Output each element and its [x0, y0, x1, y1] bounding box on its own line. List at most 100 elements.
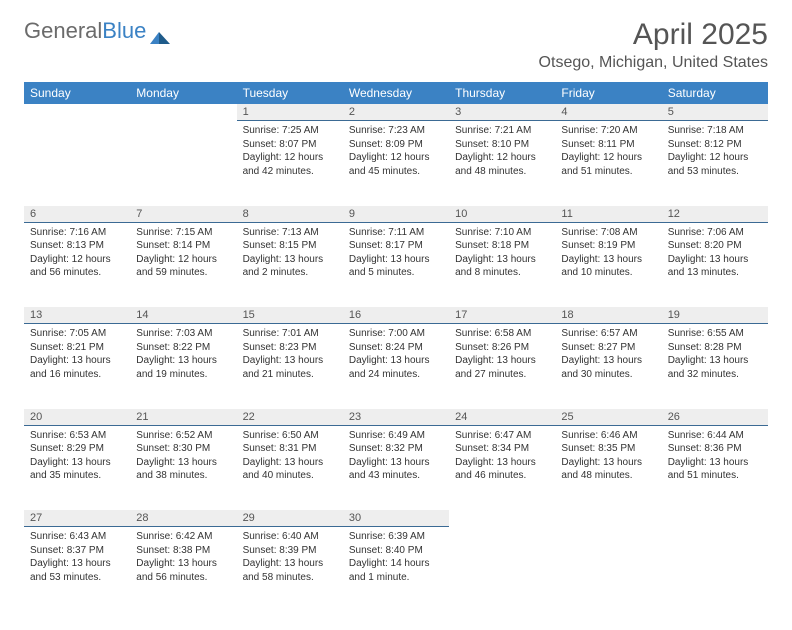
daylight-line: Daylight: 13 hours and 21 minutes. — [243, 354, 337, 381]
day-header: Monday — [130, 82, 236, 104]
day-number-cell: 19 — [662, 307, 768, 324]
day-cell-body: Sunrise: 7:01 AMSunset: 8:23 PMDaylight:… — [237, 324, 343, 387]
sunset-line: Sunset: 8:12 PM — [668, 138, 762, 152]
day-header: Tuesday — [237, 82, 343, 104]
sunrise-line: Sunrise: 6:50 AM — [243, 429, 337, 443]
daylight-line: Daylight: 12 hours and 51 minutes. — [561, 151, 655, 178]
day-cell-body: Sunrise: 6:58 AMSunset: 8:26 PMDaylight:… — [449, 324, 555, 387]
day-cell — [555, 527, 661, 612]
day-cell: Sunrise: 6:42 AMSunset: 8:38 PMDaylight:… — [130, 527, 236, 612]
day-number-cell: 13 — [24, 307, 130, 324]
day-cell: Sunrise: 6:53 AMSunset: 8:29 PMDaylight:… — [24, 425, 130, 510]
day-header: Wednesday — [343, 82, 449, 104]
day-cell-body: Sunrise: 6:39 AMSunset: 8:40 PMDaylight:… — [343, 527, 449, 590]
day-number-cell: 26 — [662, 409, 768, 426]
sunrise-line: Sunrise: 6:52 AM — [136, 429, 230, 443]
sunset-line: Sunset: 8:17 PM — [349, 239, 443, 253]
sunset-line: Sunset: 8:24 PM — [349, 341, 443, 355]
day-number-cell — [130, 104, 236, 121]
day-cell: Sunrise: 7:15 AMSunset: 8:14 PMDaylight:… — [130, 222, 236, 307]
day-cell: Sunrise: 6:39 AMSunset: 8:40 PMDaylight:… — [343, 527, 449, 612]
title-block: April 2025 Otsego, Michigan, United Stat… — [539, 18, 768, 72]
sunset-line: Sunset: 8:07 PM — [243, 138, 337, 152]
day-cell-body: Sunrise: 7:03 AMSunset: 8:22 PMDaylight:… — [130, 324, 236, 387]
sunset-line: Sunset: 8:15 PM — [243, 239, 337, 253]
day-cell: Sunrise: 6:40 AMSunset: 8:39 PMDaylight:… — [237, 527, 343, 612]
day-cell-body: Sunrise: 6:47 AMSunset: 8:34 PMDaylight:… — [449, 426, 555, 489]
day-number-cell: 15 — [237, 307, 343, 324]
daylight-line: Daylight: 14 hours and 1 minute. — [349, 557, 443, 584]
day-cell-body: Sunrise: 7:06 AMSunset: 8:20 PMDaylight:… — [662, 223, 768, 286]
day-cell-body: Sunrise: 7:25 AMSunset: 8:07 PMDaylight:… — [237, 121, 343, 184]
day-cell-body: Sunrise: 6:53 AMSunset: 8:29 PMDaylight:… — [24, 426, 130, 489]
day-number-cell: 12 — [662, 206, 768, 223]
sunset-line: Sunset: 8:13 PM — [30, 239, 124, 253]
sunset-line: Sunset: 8:27 PM — [561, 341, 655, 355]
day-cell-body: Sunrise: 7:15 AMSunset: 8:14 PMDaylight:… — [130, 223, 236, 286]
sunrise-line: Sunrise: 7:13 AM — [243, 226, 337, 240]
sunset-line: Sunset: 8:26 PM — [455, 341, 549, 355]
day-cell-body: Sunrise: 6:50 AMSunset: 8:31 PMDaylight:… — [237, 426, 343, 489]
daynum-row: 27282930 — [24, 510, 768, 527]
sunrise-line: Sunrise: 7:00 AM — [349, 327, 443, 341]
day-cell: Sunrise: 7:20 AMSunset: 8:11 PMDaylight:… — [555, 121, 661, 206]
day-number-cell: 30 — [343, 510, 449, 527]
day-number-cell: 24 — [449, 409, 555, 426]
day-number-cell: 18 — [555, 307, 661, 324]
sunset-line: Sunset: 8:22 PM — [136, 341, 230, 355]
daylight-line: Daylight: 13 hours and 40 minutes. — [243, 456, 337, 483]
sunset-line: Sunset: 8:20 PM — [668, 239, 762, 253]
day-cell-body: Sunrise: 7:20 AMSunset: 8:11 PMDaylight:… — [555, 121, 661, 184]
day-number-cell: 14 — [130, 307, 236, 324]
location: Otsego, Michigan, United States — [539, 54, 768, 72]
day-number-cell — [449, 510, 555, 527]
day-cell — [662, 527, 768, 612]
day-cell: Sunrise: 7:21 AMSunset: 8:10 PMDaylight:… — [449, 121, 555, 206]
daylight-line: Daylight: 13 hours and 19 minutes. — [136, 354, 230, 381]
day-cell — [24, 121, 130, 206]
day-cell: Sunrise: 7:08 AMSunset: 8:19 PMDaylight:… — [555, 222, 661, 307]
sunset-line: Sunset: 8:29 PM — [30, 442, 124, 456]
sunset-line: Sunset: 8:19 PM — [561, 239, 655, 253]
sunset-line: Sunset: 8:09 PM — [349, 138, 443, 152]
day-cell: Sunrise: 6:50 AMSunset: 8:31 PMDaylight:… — [237, 425, 343, 510]
sunrise-line: Sunrise: 6:40 AM — [243, 530, 337, 544]
daynum-row: 13141516171819 — [24, 307, 768, 324]
daylight-line: Daylight: 12 hours and 53 minutes. — [668, 151, 762, 178]
sunrise-line: Sunrise: 7:18 AM — [668, 124, 762, 138]
day-cell-body: Sunrise: 6:52 AMSunset: 8:30 PMDaylight:… — [130, 426, 236, 489]
sunrise-line: Sunrise: 7:15 AM — [136, 226, 230, 240]
day-number-cell: 4 — [555, 104, 661, 121]
day-number-cell: 1 — [237, 104, 343, 121]
day-number-cell: 17 — [449, 307, 555, 324]
day-cell-body: Sunrise: 7:08 AMSunset: 8:19 PMDaylight:… — [555, 223, 661, 286]
content-row: Sunrise: 6:43 AMSunset: 8:37 PMDaylight:… — [24, 527, 768, 612]
sunset-line: Sunset: 8:35 PM — [561, 442, 655, 456]
daylight-line: Daylight: 13 hours and 8 minutes. — [455, 253, 549, 280]
daylight-line: Daylight: 13 hours and 38 minutes. — [136, 456, 230, 483]
logo-mark-icon — [150, 24, 170, 38]
day-cell: Sunrise: 7:01 AMSunset: 8:23 PMDaylight:… — [237, 324, 343, 409]
sunrise-line: Sunrise: 6:39 AM — [349, 530, 443, 544]
sunset-line: Sunset: 8:40 PM — [349, 544, 443, 558]
day-number-cell: 2 — [343, 104, 449, 121]
sunrise-line: Sunrise: 6:55 AM — [668, 327, 762, 341]
day-header: Sunday — [24, 82, 130, 104]
daylight-line: Daylight: 13 hours and 27 minutes. — [455, 354, 549, 381]
sunrise-line: Sunrise: 6:58 AM — [455, 327, 549, 341]
sunrise-line: Sunrise: 7:10 AM — [455, 226, 549, 240]
daylight-line: Daylight: 13 hours and 2 minutes. — [243, 253, 337, 280]
daylight-line: Daylight: 13 hours and 32 minutes. — [668, 354, 762, 381]
sunrise-line: Sunrise: 7:23 AM — [349, 124, 443, 138]
daylight-line: Daylight: 13 hours and 24 minutes. — [349, 354, 443, 381]
day-cell: Sunrise: 7:00 AMSunset: 8:24 PMDaylight:… — [343, 324, 449, 409]
sunset-line: Sunset: 8:38 PM — [136, 544, 230, 558]
day-header: Thursday — [449, 82, 555, 104]
sunrise-line: Sunrise: 7:06 AM — [668, 226, 762, 240]
daylight-line: Daylight: 13 hours and 10 minutes. — [561, 253, 655, 280]
day-number-cell: 22 — [237, 409, 343, 426]
sunrise-line: Sunrise: 6:53 AM — [30, 429, 124, 443]
day-cell-body: Sunrise: 6:42 AMSunset: 8:38 PMDaylight:… — [130, 527, 236, 590]
day-cell: Sunrise: 7:18 AMSunset: 8:12 PMDaylight:… — [662, 121, 768, 206]
daylight-line: Daylight: 12 hours and 56 minutes. — [30, 253, 124, 280]
